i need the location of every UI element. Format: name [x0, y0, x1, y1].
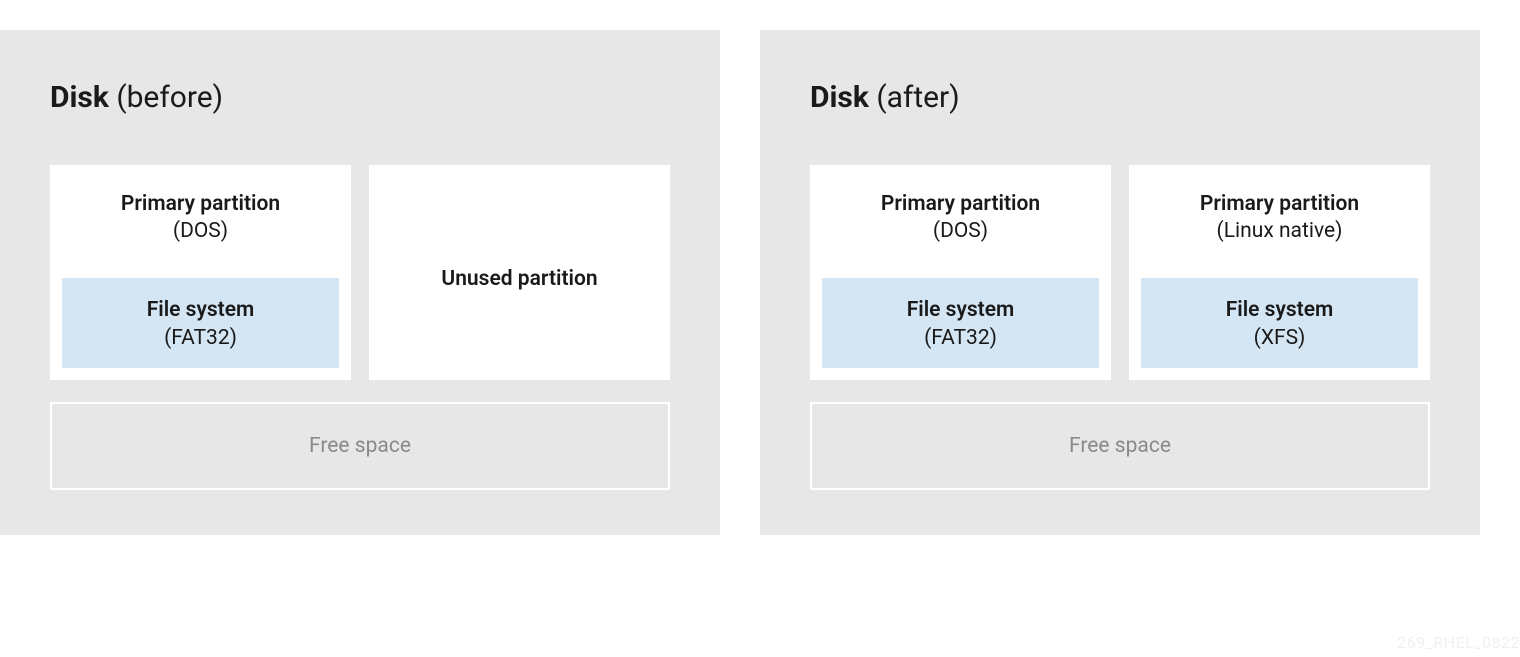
free-space-label: Free space: [842, 434, 1398, 458]
fs-label: File system: [1151, 296, 1408, 325]
filesystem-box: File system (FAT32): [822, 278, 1099, 367]
disk-title-rest: (after): [869, 80, 960, 115]
disk-panel-after: Disk (after) Primary partition (DOS) Fil…: [760, 30, 1480, 535]
disk-title-after: Disk (after): [810, 80, 1430, 115]
partition-label: Primary partition: [881, 190, 1040, 219]
unused-label: Unused partition: [441, 267, 597, 291]
fs-label: File system: [72, 296, 329, 325]
disk-panel-before: Disk (before) Primary partition (DOS) Fi…: [0, 30, 720, 535]
free-space: Free space: [810, 402, 1430, 490]
diagram-container: Disk (before) Primary partition (DOS) Fi…: [0, 0, 1520, 535]
free-space: Free space: [50, 402, 670, 490]
partition-row: Primary partition (DOS) File system (FAT…: [50, 165, 670, 380]
partition-sublabel: (DOS): [933, 219, 988, 243]
free-space-label: Free space: [82, 434, 638, 458]
partition-unused: Unused partition: [369, 165, 670, 380]
fs-sublabel: (FAT32): [72, 326, 329, 350]
partition-sublabel: (DOS): [173, 219, 228, 243]
disk-title-rest: (before): [109, 80, 223, 115]
filesystem-box: File system (XFS): [1141, 278, 1418, 367]
watermark: 269_RHEL_0822: [1397, 633, 1520, 652]
disk-title-before: Disk (before): [50, 80, 670, 115]
partition-dos: Primary partition (DOS) File system (FAT…: [50, 165, 351, 380]
disk-title-bold: Disk: [810, 80, 869, 115]
partition-linux: Primary partition (Linux native) File sy…: [1129, 165, 1430, 380]
partition-label: Primary partition: [121, 190, 280, 219]
fs-sublabel: (FAT32): [832, 326, 1089, 350]
fs-sublabel: (XFS): [1151, 326, 1408, 350]
partition-row: Primary partition (DOS) File system (FAT…: [810, 165, 1430, 380]
partition-label: Primary partition: [1200, 190, 1359, 219]
partition-dos: Primary partition (DOS) File system (FAT…: [810, 165, 1111, 380]
disk-title-bold: Disk: [50, 80, 109, 115]
fs-label: File system: [832, 296, 1089, 325]
filesystem-box: File system (FAT32): [62, 278, 339, 367]
partition-sublabel: (Linux native): [1217, 219, 1343, 243]
